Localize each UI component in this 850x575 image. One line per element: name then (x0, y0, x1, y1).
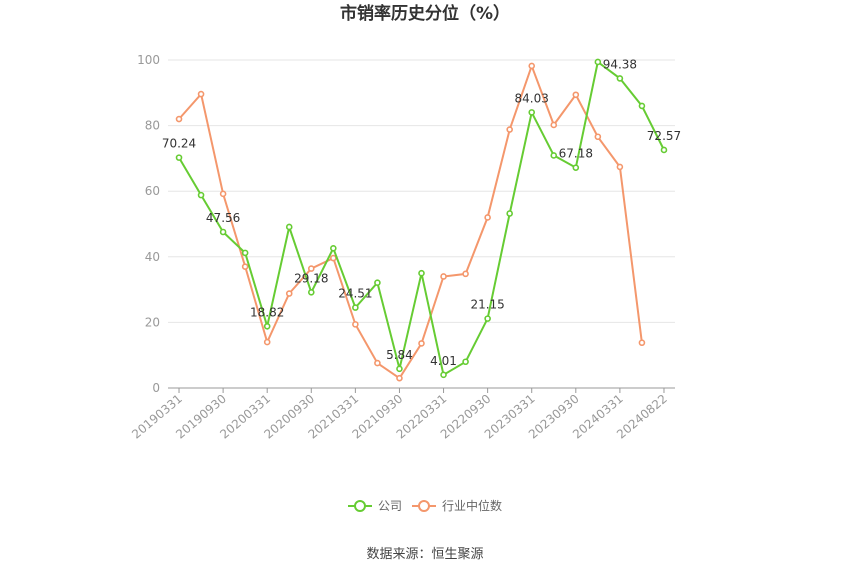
data-point[interactable] (197, 90, 205, 98)
data-label: 5.84 (386, 348, 413, 362)
data-point[interactable] (484, 214, 491, 221)
data-point[interactable] (374, 359, 381, 367)
data-point[interactable] (506, 126, 513, 133)
y-tick-label: 80 (145, 119, 160, 133)
legend-marker (354, 500, 366, 512)
data-point[interactable] (396, 365, 403, 373)
data-point[interactable] (506, 210, 513, 217)
data-label: 84.03 (515, 91, 549, 105)
y-tick-label: 100 (137, 53, 160, 67)
data-point[interactable] (330, 244, 337, 252)
legend-item-1[interactable]: 行业中位数 (412, 498, 502, 513)
data-point[interactable] (550, 121, 558, 129)
data-point[interactable] (638, 339, 646, 347)
data-point[interactable] (572, 164, 580, 171)
data-point[interactable] (374, 279, 381, 287)
legend-marker (418, 500, 430, 512)
data-point[interactable] (418, 340, 425, 347)
series-layer (175, 58, 668, 382)
data-label: 4.01 (430, 354, 457, 368)
data-point[interactable] (307, 288, 315, 296)
data-point[interactable] (285, 223, 293, 231)
data-point[interactable] (219, 228, 227, 236)
legend-label: 行业中位数 (442, 498, 502, 513)
data-point[interactable] (550, 152, 558, 159)
data-label: 94.38 (603, 57, 637, 71)
source-note: 数据来源：恒生聚源 (366, 547, 483, 562)
data-point[interactable] (263, 322, 271, 330)
series-line-0 (178, 60, 665, 377)
data-point[interactable] (285, 290, 293, 297)
chart-title: 市销率历史分位（%） (340, 3, 510, 24)
series-line-1 (178, 62, 643, 380)
data-point[interactable] (219, 190, 227, 198)
data-point[interactable] (440, 371, 447, 379)
data-point[interactable] (440, 273, 447, 280)
y-tick-label: 40 (145, 250, 160, 264)
data-point[interactable] (241, 249, 249, 257)
data-label: 67.18 (559, 147, 593, 161)
data-point[interactable] (462, 270, 469, 278)
data-labels: 70.24 47.56 18.82 29.18 24.51 5.84 4.01 21.15 84… (162, 57, 681, 367)
data-point[interactable] (396, 374, 403, 382)
data-label: 70.24 (162, 137, 196, 151)
data-point[interactable] (594, 58, 602, 66)
data-point[interactable] (528, 62, 536, 70)
data-point[interactable] (462, 358, 469, 366)
x-axis: 2019033120190930202003312020093020210331… (129, 387, 675, 442)
legend[interactable]: 公司 行业中位数 (348, 498, 502, 513)
data-point[interactable] (660, 146, 668, 154)
data-point[interactable] (528, 109, 536, 116)
data-label: 72.57 (647, 129, 681, 143)
y-tick-label: 60 (145, 184, 160, 198)
data-point[interactable] (241, 263, 249, 270)
legend-item-0[interactable]: 公司 (348, 499, 402, 513)
data-label: 29.18 (294, 271, 328, 285)
data-point[interactable] (638, 102, 646, 110)
data-point[interactable] (263, 338, 271, 346)
data-label: 47.56 (206, 211, 240, 225)
data-point[interactable] (330, 254, 337, 262)
data-label: 18.82 (250, 305, 284, 319)
data-point[interactable] (175, 154, 183, 161)
y-tick-label: 0 (152, 381, 160, 395)
data-point[interactable] (418, 269, 425, 277)
data-point[interactable] (594, 133, 602, 141)
data-point[interactable] (352, 321, 359, 328)
data-point[interactable] (175, 115, 183, 123)
data-point[interactable] (307, 265, 315, 272)
data-point[interactable] (572, 91, 580, 99)
data-point[interactable] (197, 191, 205, 199)
data-point[interactable] (616, 163, 624, 171)
y-tick-label: 20 (145, 315, 160, 329)
grid-lines (168, 59, 675, 323)
data-label: 24.51 (338, 287, 372, 301)
data-point[interactable] (484, 315, 491, 322)
data-point[interactable] (616, 75, 624, 82)
data-point[interactable] (352, 304, 359, 311)
data-label: 21.15 (470, 298, 504, 312)
legend-label: 公司 (378, 499, 402, 513)
y-axis: 0 20 40 60 80 100 (137, 53, 160, 395)
